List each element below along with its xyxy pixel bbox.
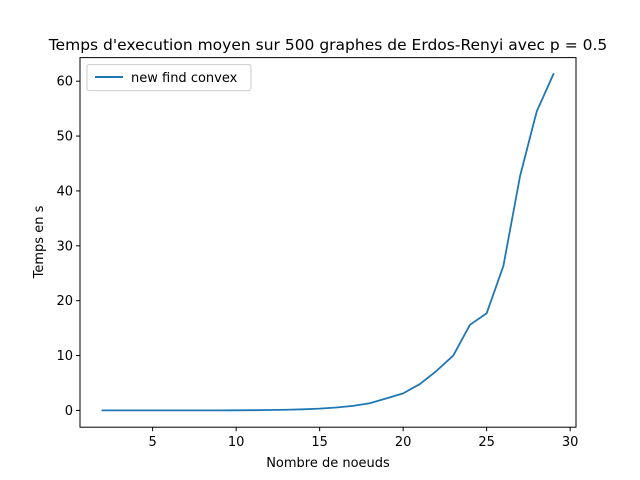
x-axis-ticks: 5 10 15 20 25 30: [149, 427, 579, 450]
x-tick-label: 15: [311, 435, 328, 450]
axes-frame: [79, 57, 577, 428]
y-tick-label: 60: [56, 75, 73, 90]
x-tick-label: 30: [562, 435, 579, 450]
y-tick-label: 0: [65, 404, 73, 419]
x-tick-label: 25: [478, 435, 495, 450]
y-tick-label: 10: [56, 349, 73, 364]
y-tick-label: 30: [56, 239, 73, 254]
x-tick-label: 10: [228, 435, 245, 450]
series-layer: [101, 72, 555, 412]
legend: new find convex: [86, 64, 252, 92]
y-tick-label: 20: [56, 294, 73, 309]
y-axis-label: Temps en s: [32, 205, 47, 279]
y-tick-label: 40: [56, 184, 73, 199]
legend-label-new-find-convex: new find convex: [131, 71, 238, 86]
series-line-new-find-convex: [101, 72, 555, 412]
y-axis-ticks: 0 10 20 30 40 50 60: [56, 75, 80, 419]
x-tick-label: 5: [149, 435, 157, 450]
plot-area: [79, 57, 577, 428]
legend-box: [86, 64, 252, 92]
x-axis-label: Nombre de noeuds: [266, 456, 390, 471]
y-tick-label: 50: [56, 130, 73, 145]
x-tick-label: 20: [395, 435, 412, 450]
chart-title: Temps d'execution moyen sur 500 graphes …: [48, 36, 608, 54]
